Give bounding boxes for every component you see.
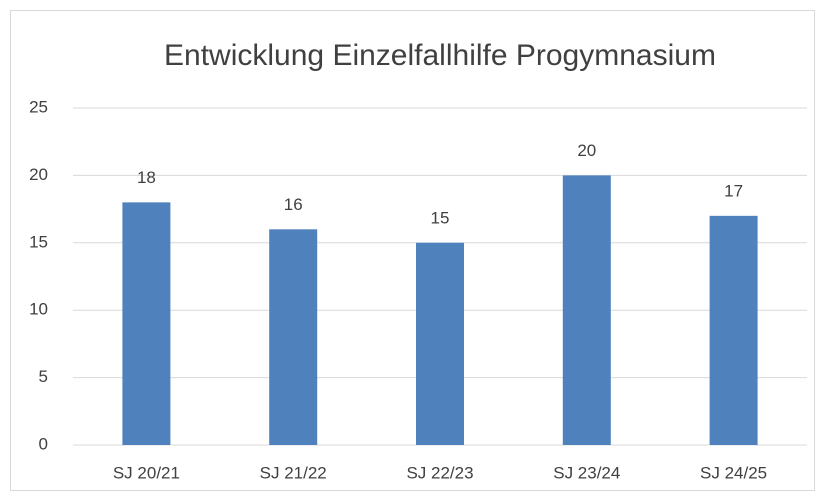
data-label: 15 xyxy=(431,208,450,227)
x-tick-label: SJ 20/21 xyxy=(113,463,180,482)
x-tick-label: SJ 23/24 xyxy=(553,463,620,482)
data-label: 16 xyxy=(284,195,303,214)
data-label: 18 xyxy=(137,168,156,187)
y-tick-label: 15 xyxy=(29,232,48,251)
x-tick-label: SJ 21/22 xyxy=(260,463,327,482)
y-tick-label: 0 xyxy=(39,434,48,453)
bar xyxy=(269,229,318,445)
x-tick-label: SJ 24/25 xyxy=(700,463,767,482)
y-tick-label: 25 xyxy=(29,97,48,116)
y-tick-label: 20 xyxy=(29,165,48,184)
data-label: 17 xyxy=(724,181,743,200)
bar xyxy=(562,175,611,445)
bar xyxy=(416,242,464,445)
y-tick-label: 5 xyxy=(39,367,48,386)
x-tick-label: SJ 22/23 xyxy=(406,463,473,482)
bar xyxy=(709,215,758,445)
y-tick-label: 10 xyxy=(29,300,48,319)
data-label: 20 xyxy=(577,141,596,160)
bar xyxy=(122,202,171,445)
chart-title: Entwicklung Einzelfallhilfe Progymnasium xyxy=(164,39,716,72)
